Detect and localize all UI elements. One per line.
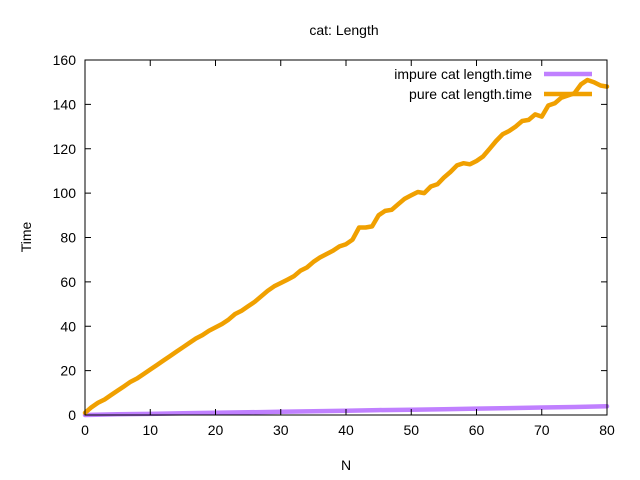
x-tick-label: 60	[469, 422, 485, 438]
plot-border	[84, 59, 608, 416]
x-tick-label: 20	[208, 422, 224, 438]
x-tick-label: 70	[534, 422, 550, 438]
x-tick-label: 50	[403, 422, 419, 438]
y-tick-label: 160	[53, 52, 77, 68]
axis-ticks: 0 10 20 30 40 50 60 70 80 0 20 40 60 80 100 120 140 160	[53, 52, 615, 438]
y-tick-label: 20	[60, 363, 76, 379]
series-line-1	[82, 77, 610, 416]
chart-title: cat: Length	[309, 22, 378, 38]
y-tick-label: 120	[53, 141, 77, 157]
y-tick-label: 100	[53, 185, 77, 201]
legend-label-0: impure cat length.time	[394, 66, 532, 82]
y-tick-label: 60	[60, 274, 76, 290]
y-tick-label: 80	[60, 230, 76, 246]
x-tick-label: 80	[599, 422, 615, 438]
x-tick-label: 30	[273, 422, 289, 438]
x-tick-label: 10	[142, 422, 158, 438]
x-axis-label: N	[341, 457, 351, 473]
y-tick-label: 0	[68, 407, 76, 423]
x-tick-label: 0	[81, 422, 89, 438]
y-tick-label: 40	[60, 318, 76, 334]
y-tick-label: 140	[53, 96, 77, 112]
x-tick-label: 40	[338, 422, 354, 438]
legend: impure cat length.time pure cat length.ti…	[394, 66, 592, 102]
y-axis-label: Time	[18, 221, 34, 252]
legend-label-1: pure cat length.time	[409, 86, 532, 102]
